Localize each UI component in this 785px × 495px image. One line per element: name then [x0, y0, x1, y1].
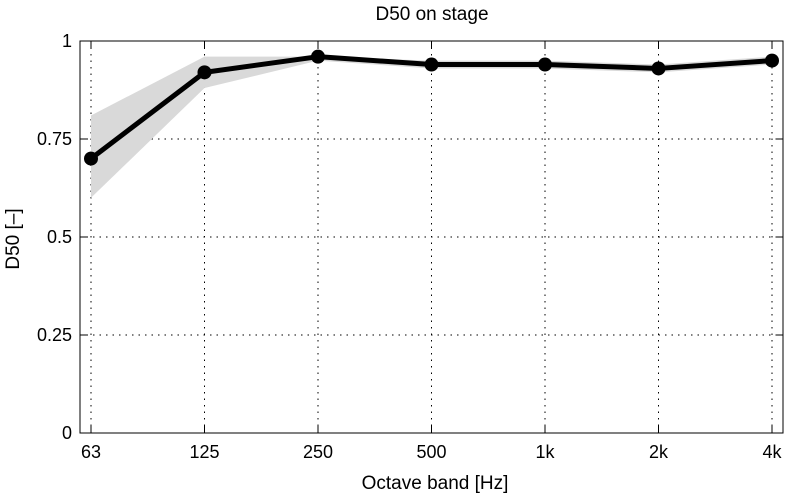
x-tick-label: 4k: [762, 442, 782, 462]
x-axis-label: Octave band [Hz]: [362, 473, 509, 494]
x-tick-label: 2k: [649, 442, 669, 462]
axes: [79, 40, 784, 434]
x-tick-label: 250: [303, 442, 333, 462]
y-tick-label: 0.25: [37, 325, 72, 345]
y-tick-labels: 0 0.25 0.5 0.75 1: [37, 31, 72, 443]
y-tick-label: 0.75: [37, 129, 72, 149]
x-tick-label: 1k: [535, 442, 555, 462]
y-tick-label: 1: [62, 31, 72, 51]
data-point: [765, 53, 779, 68]
data-point: [197, 65, 212, 80]
chart-title: D50 on stage: [375, 4, 488, 25]
x-tick-label: 500: [416, 442, 446, 462]
x-tick-labels: 63 125 250 500 1k 2k 4k: [81, 442, 783, 462]
y-tick-label: 0.5: [47, 227, 72, 247]
x-tick-label: 63: [81, 442, 101, 462]
data-point: [651, 61, 666, 76]
data-point: [424, 57, 439, 72]
data-point: [538, 57, 552, 72]
data-point: [311, 49, 325, 64]
data-point: [84, 151, 98, 166]
series-layer: [84, 49, 779, 166]
x-tick-label: 125: [189, 442, 219, 462]
y-axis-label: D50 [–]: [3, 208, 24, 269]
y-tick-label: 0: [62, 423, 72, 443]
